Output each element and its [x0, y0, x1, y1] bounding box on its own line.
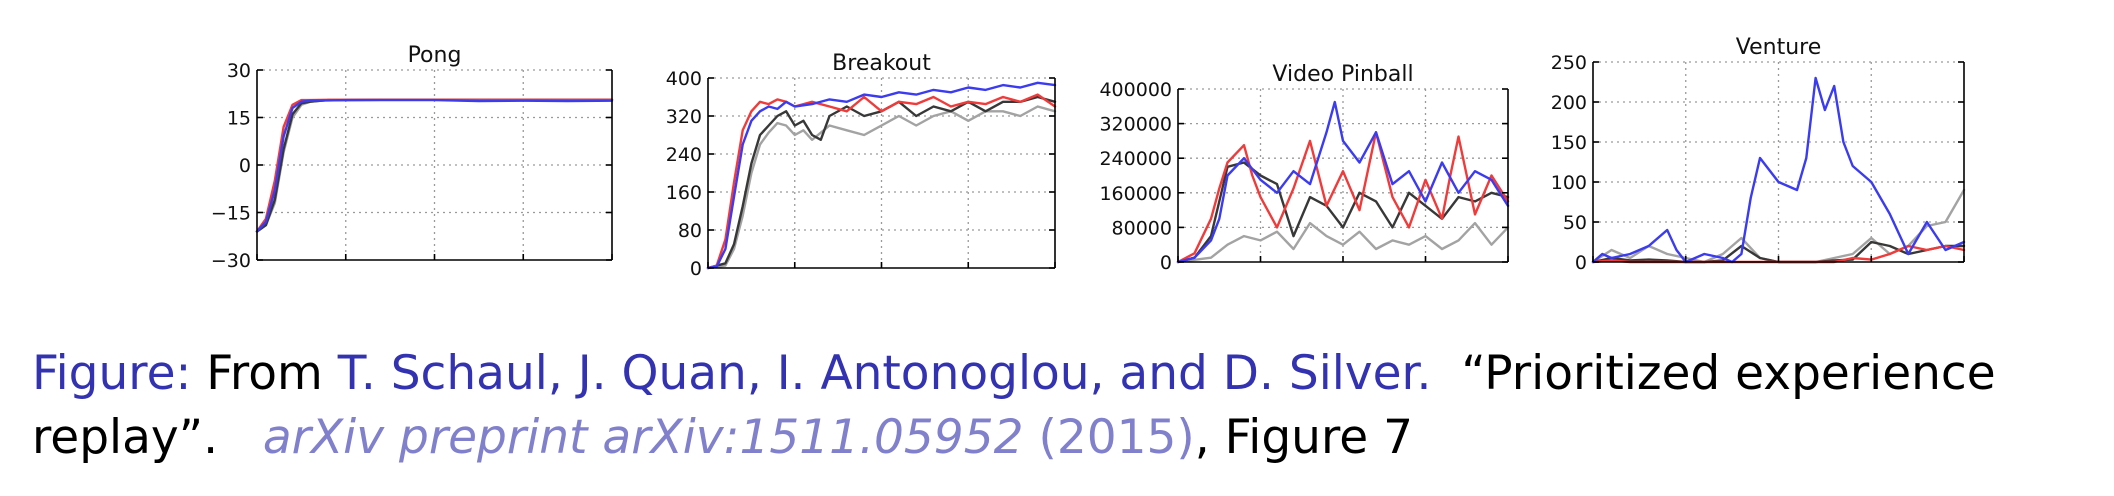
figure-caption: Figure: From T. Schaul, J. Quan, I. Anto…	[32, 342, 2092, 470]
y-tick-label: 80	[678, 220, 702, 242]
y-tick-label: 240000	[1099, 148, 1172, 170]
y-tick-label: 240	[666, 144, 702, 166]
chart-1: 400 320 240 160 80 0 Breakout	[666, 51, 1057, 280]
caption-figure-label: Figure:	[32, 346, 192, 401]
chart-title: Venture	[1736, 35, 1822, 60]
caption-tail: , Figure 7	[1194, 410, 1414, 465]
y-tick-label: 100	[1551, 172, 1587, 194]
chart-0: 30 15 0 −15 −30 Pong	[211, 43, 614, 272]
chart-3: 250 200 150 100 50 0 Venture	[1551, 35, 1966, 274]
caption-title: “Prioritized experience replay”.	[32, 346, 1996, 465]
series-line-red	[706, 93, 1057, 270]
caption-venue[interactable]: arXiv preprint arXiv:1511.05952	[262, 410, 1024, 465]
y-tick-label: 30	[227, 60, 251, 82]
y-tick-label: 0	[239, 155, 251, 177]
chart-title: Video Pinball	[1272, 62, 1413, 87]
y-tick-label: 160	[666, 182, 702, 204]
chart-2: 400000 320000 240000 160000 80000 0 Video Pinb…	[1099, 62, 1510, 274]
caption-year: (2015)	[1038, 410, 1195, 465]
y-tick-label: 50	[1563, 212, 1587, 234]
series-line-gray	[1176, 221, 1510, 264]
y-tick-label: 0	[1160, 252, 1172, 274]
y-tick-label: 400	[666, 68, 702, 90]
y-tick-label: 15	[227, 108, 251, 130]
y-tick-label: 0	[1575, 252, 1587, 274]
series-line-red	[1176, 131, 1510, 264]
y-tick-label: 320	[666, 106, 702, 128]
chart-title: Pong	[408, 43, 462, 68]
y-tick-label: 0	[690, 258, 702, 280]
series-line-blue	[706, 81, 1057, 270]
series-line-blue	[1176, 100, 1510, 264]
y-tick-label: −15	[211, 203, 251, 225]
y-tick-label: −30	[211, 250, 251, 272]
y-tick-label: 400000	[1099, 79, 1172, 101]
series-line-gray	[706, 105, 1057, 270]
charts-figure: 30150−15−30Pong400320240160800Breakout40…	[211, 35, 1966, 280]
y-tick-label: 250	[1551, 52, 1587, 74]
chart-title: Breakout	[832, 51, 931, 76]
y-tick-label: 320000	[1099, 114, 1172, 136]
y-tick-label: 200	[1551, 92, 1587, 114]
y-tick-label: 150	[1551, 132, 1587, 154]
caption-from: From	[206, 346, 323, 401]
caption-authors: T. Schaul, J. Quan, I. Antonoglou, and D…	[337, 346, 1432, 401]
series-line-blue	[255, 98, 614, 233]
y-tick-label: 80000	[1112, 217, 1172, 239]
series-line-black	[1176, 161, 1510, 264]
y-tick-label: 160000	[1099, 183, 1172, 205]
series-line-blue	[1591, 76, 1966, 264]
series-line-black	[706, 95, 1057, 270]
